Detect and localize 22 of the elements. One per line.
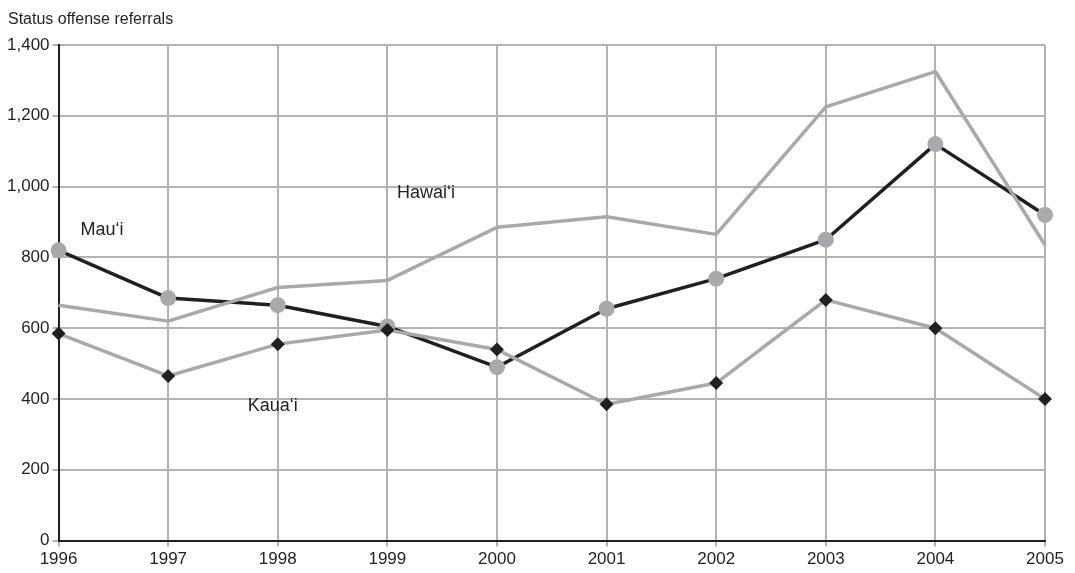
text: Hawai‘i (396, 182, 455, 203)
y-tick-label: 400 (21, 388, 50, 408)
x-tick-label: 2003 (806, 549, 845, 569)
y-tick-label: 0 (40, 530, 50, 550)
x-tick-label: 2002 (697, 549, 736, 569)
series-label: Mau‘i (80, 219, 124, 240)
text: Kaua‘i (247, 395, 298, 416)
y-tick-label: 800 (21, 247, 50, 267)
y-tick-label: 600 (21, 317, 50, 337)
x-tick-label: 2001 (587, 549, 626, 569)
x-tick-label: 1998 (258, 549, 297, 569)
x-tick-label: 2004 (916, 549, 955, 569)
y-tick-label: 1,400 (6, 34, 50, 54)
x-tick-label: 2000 (478, 549, 516, 569)
y-tick-label: 1,200 (6, 105, 50, 125)
y-axis-title: Status offense referrals (8, 10, 174, 28)
x-tick-label: 1996 (39, 549, 78, 569)
x-tick-label: 1997 (149, 549, 188, 569)
y-tick-label: 200 (21, 459, 50, 479)
x-tick-label: 2005 (1026, 549, 1064, 569)
x-tick-label: 1999 (368, 549, 407, 569)
y-tick-label: 1,000 (6, 176, 50, 196)
